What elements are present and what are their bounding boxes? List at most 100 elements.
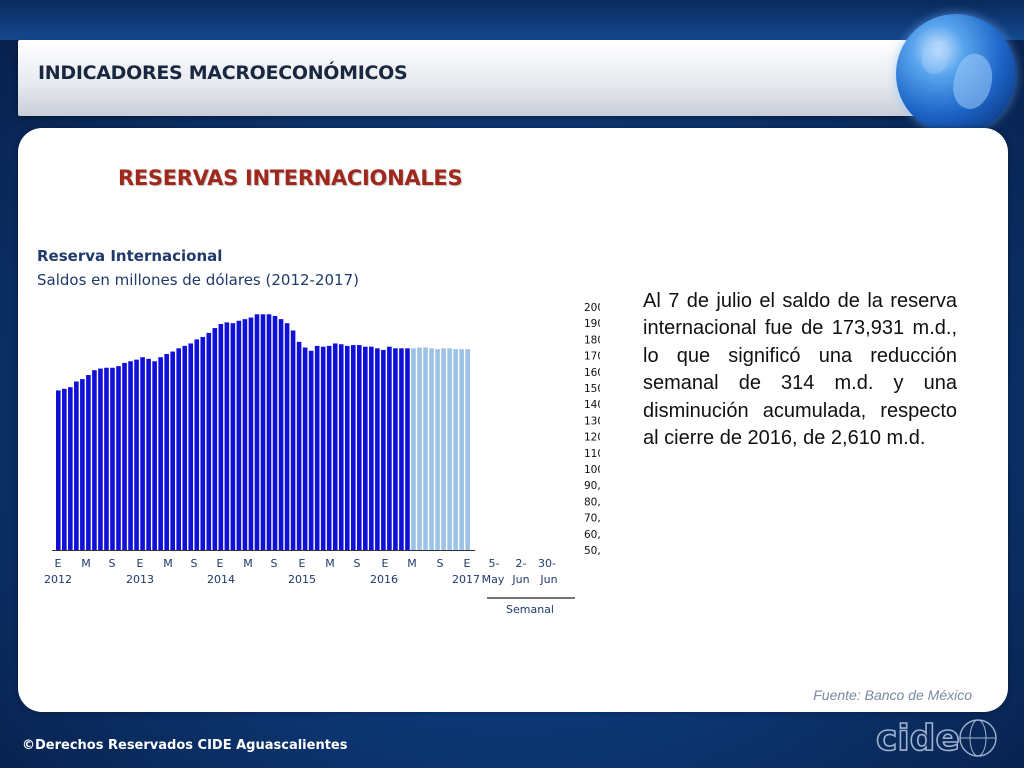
x-tick-label: S (271, 557, 278, 570)
x-tick-label: E (382, 557, 389, 570)
monthly-bar (140, 357, 145, 550)
monthly-bar (98, 368, 103, 550)
monthly-bar (278, 319, 284, 550)
monthly-bar (332, 343, 338, 550)
weekly-bar (447, 348, 452, 550)
chart-subtitle: Saldos en millones de dólares (2012-2017… (37, 271, 359, 289)
monthly-bar (302, 347, 308, 550)
monthly-bar (357, 345, 362, 550)
chart-title: Reserva Internacional (37, 247, 223, 265)
header-bar (18, 40, 978, 116)
monthly-bar (164, 353, 169, 550)
y-tick-label: 190,000 (584, 318, 600, 330)
weekly-bar (411, 348, 416, 550)
y-tick-label: 80,000 (584, 496, 600, 508)
top-band (0, 0, 1024, 40)
x-tick-label: E (217, 557, 224, 570)
section-title: RESERVAS INTERNACIONALES (118, 166, 463, 190)
reserves-bar-chart: 200,000 190,000 180,000 170,000 160,000 150,0… (44, 302, 600, 616)
weekly-date-label: Jun (511, 573, 529, 586)
y-tick-label: 60,000 (584, 529, 600, 541)
y-tick-label: 170,000 (584, 351, 600, 363)
monthly-bar (308, 350, 314, 550)
year-label: 2016 (370, 573, 398, 586)
x-tick-label: E (299, 557, 306, 570)
monthly-bar (146, 358, 151, 550)
x-tick-label: M (243, 557, 253, 570)
monthly-bar (254, 314, 260, 550)
monthly-bar (194, 339, 200, 550)
y-tick-label: 50,000 (584, 545, 600, 557)
monthly-bar (86, 375, 91, 550)
monthly-bar (176, 348, 181, 550)
y-tick-label: 160,000 (584, 367, 600, 379)
cide-logo: cide (875, 717, 997, 760)
monthly-bar (80, 379, 85, 550)
monthly-bar (320, 346, 326, 550)
weekly-bar (417, 347, 422, 550)
x-tick-label: M (407, 557, 417, 570)
monthly-bar (212, 328, 218, 550)
monthly-bar (381, 349, 386, 550)
y-tick-label: 150,000 (584, 383, 600, 395)
year-label: 2017 (452, 573, 480, 586)
footer-copyright: ©Derechos Reservados CIDE Aguascalientes (22, 738, 348, 753)
monthly-bar (363, 346, 368, 550)
weekly-date-label: May (482, 573, 505, 586)
year-label: 2015 (288, 573, 316, 586)
monthly-bar (260, 314, 266, 550)
monthly-bar (314, 345, 320, 550)
weekly-date-label: Jun (539, 573, 557, 586)
monthly-bar (122, 362, 127, 550)
x-tick-label: S (437, 557, 444, 570)
y-tick-label: 90,000 (584, 480, 600, 492)
globe-icon (896, 14, 1016, 134)
monthly-bar (170, 351, 175, 550)
description-text: Al 7 de julio el saldo de la reserva int… (643, 290, 957, 450)
y-tick-label: 110,000 (584, 448, 600, 460)
x-tick-label: 30- (538, 557, 556, 570)
weekly-bar (459, 349, 464, 550)
monthly-bar (224, 322, 230, 550)
monthly-bar (110, 367, 115, 550)
monthly-bar (369, 346, 374, 550)
monthly-bar (405, 348, 410, 550)
monthly-bar (68, 387, 73, 550)
y-tick-label: 180,000 (584, 334, 600, 346)
monthly-bar (326, 345, 332, 550)
weekly-bar (465, 349, 470, 550)
source-note: Fuente: Banco de México (813, 687, 972, 703)
y-tick-label: 70,000 (584, 513, 600, 525)
monthly-bar (272, 315, 278, 550)
monthly-bar (200, 336, 206, 550)
monthly-bar (104, 367, 109, 550)
svg-text:cide: cide (876, 718, 960, 759)
monthly-bar (74, 381, 79, 550)
monthly-bar (182, 345, 188, 550)
monthly-bar (152, 361, 157, 550)
weekly-axis-label: Semanal (506, 603, 554, 616)
monthly-bar (134, 359, 139, 550)
y-tick-label: 200,000 (584, 302, 600, 314)
x-tick-label: 5- (489, 557, 500, 570)
monthly-bar (393, 348, 398, 550)
y-tick-label: 130,000 (584, 415, 600, 427)
monthly-bar (387, 346, 392, 550)
year-label: 2012 (44, 573, 72, 586)
monthly-bar (242, 319, 248, 550)
weekly-bar (453, 349, 458, 550)
weekly-bar (429, 348, 434, 550)
monthly-bar (338, 344, 344, 550)
y-tick-label: 100,000 (584, 464, 600, 476)
y-tick-label: 140,000 (584, 399, 600, 411)
monthly-bar (248, 317, 254, 550)
header-title: INDICADORES MACROECONÓMICOS (38, 62, 408, 84)
monthly-bar (296, 341, 302, 550)
monthly-bar (218, 324, 224, 550)
year-label: 2013 (126, 573, 154, 586)
monthly-bar (62, 388, 67, 550)
x-tick-label: E (137, 557, 144, 570)
monthly-bar (344, 345, 350, 550)
year-label: 2014 (207, 573, 235, 586)
monthly-bar (128, 361, 133, 550)
